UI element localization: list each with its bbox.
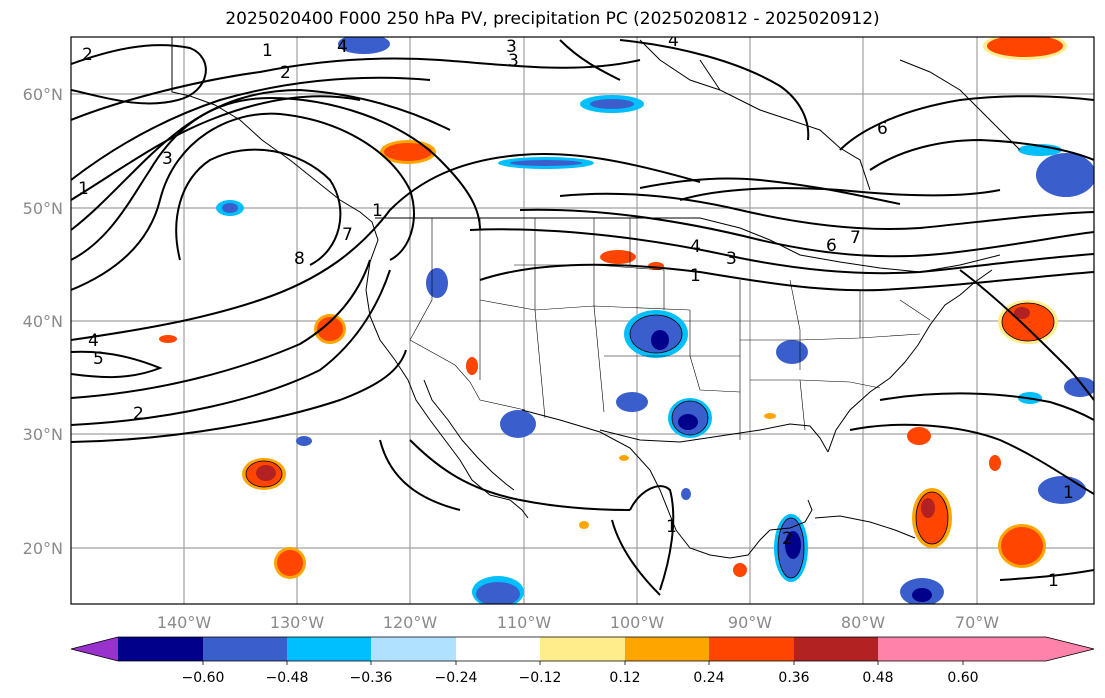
- colorbar-tick-label: 0.48: [862, 670, 893, 686]
- contour-label: 6: [826, 236, 837, 256]
- coastlines-and-borders: [171, 37, 1021, 559]
- colorbar-segment: [287, 637, 371, 661]
- colorbar-segment: [456, 637, 540, 661]
- contour-label: 2: [280, 63, 291, 83]
- colorbar-tick-label: −0.36: [350, 670, 393, 686]
- colorbar-tick-label: 0.24: [693, 670, 724, 686]
- contour-label: 8: [294, 249, 305, 269]
- contour-label: 1: [666, 517, 677, 537]
- state-boundaries: [409, 218, 931, 440]
- colorbar-tick-label: −0.60: [182, 670, 225, 686]
- colorbar-tick-label: −0.48: [266, 670, 309, 686]
- lon-label: 130°W: [270, 613, 325, 632]
- colorbar-tick-label: 0.60: [947, 670, 978, 686]
- colorbar: −0.60 −0.48 −0.36 −0.24 −0.12 0.12 0.24 …: [70, 636, 1095, 686]
- colorbar-tick-label: 0.12: [609, 670, 640, 686]
- colorbar-extend-min: [71, 637, 118, 661]
- contour-label: 2: [782, 529, 793, 549]
- contour-label: 3: [508, 51, 519, 71]
- contour-label: 4: [690, 237, 701, 257]
- lon-label: 140°W: [157, 613, 212, 632]
- contour-label: 6: [877, 119, 888, 139]
- lon-label: 110°W: [497, 613, 552, 632]
- lat-label: 50°N: [23, 199, 63, 218]
- lon-label: 90°W: [728, 613, 772, 632]
- colorbar-segment: [540, 637, 625, 661]
- colorbar-segment: [371, 637, 456, 661]
- precip-outlines: [245, 302, 1055, 579]
- contour-label: 1: [78, 179, 89, 199]
- contour-label: 5: [93, 349, 104, 369]
- contour-labels: 2 1 4 3 2 3 1 8 7 4 5 2 3 4 1 6 7 6 4 3 …: [78, 31, 1074, 591]
- colorbar-segment: [794, 637, 878, 661]
- longitude-labels: 140°W 130°W 120°W 110°W 100°W 90°W 80°W …: [157, 613, 999, 632]
- colorbar-tick-label: −0.12: [519, 670, 562, 686]
- lon-label: 100°W: [610, 613, 665, 632]
- lon-label: 120°W: [383, 613, 438, 632]
- contour-label: 1: [262, 41, 273, 61]
- precip-negative-areas: [216, 37, 1094, 604]
- lon-label: 70°W: [955, 613, 999, 632]
- lat-label: 20°N: [23, 539, 63, 558]
- lat-label: 40°N: [23, 312, 63, 331]
- map-title: 2025020400 F000 250 hPa PV, precipitatio…: [225, 9, 880, 29]
- contour-label: 2: [82, 45, 93, 65]
- colorbar-segment: [709, 637, 794, 661]
- contour-label: 4: [337, 37, 348, 57]
- lat-label: 60°N: [23, 85, 63, 104]
- contour-label: 4: [88, 331, 99, 351]
- latitude-labels: 60°N 50°N 40°N 30°N 20°N: [23, 85, 63, 558]
- contour-label: 1: [1048, 571, 1059, 591]
- contour-label: 4: [668, 31, 679, 51]
- contour-label: 3: [726, 249, 737, 269]
- lon-label: 80°W: [841, 613, 885, 632]
- colorbar-tick-label: −0.24: [435, 670, 478, 686]
- colorbar-segment: [118, 637, 203, 661]
- contour-label: 1: [690, 266, 701, 286]
- colorbar-tick-label: 0.36: [778, 670, 809, 686]
- contour-label: 3: [506, 37, 517, 57]
- pv-contours: [71, 39, 1094, 596]
- colorbar-segment: [203, 637, 287, 661]
- lat-label: 30°N: [23, 425, 63, 444]
- contour-label: 7: [342, 225, 353, 245]
- colorbar-segment: [625, 637, 709, 661]
- contour-label: 1: [1063, 483, 1074, 503]
- colorbar-segment: [878, 637, 963, 661]
- contour-label: 3: [162, 149, 173, 169]
- colorbar-outline: [70, 636, 1095, 662]
- contour-label: 7: [850, 228, 861, 248]
- contour-label: 2: [133, 404, 144, 424]
- contour-label: 1: [372, 201, 383, 221]
- precip-positive-areas: [159, 37, 1067, 579]
- map-frame: [70, 36, 1095, 605]
